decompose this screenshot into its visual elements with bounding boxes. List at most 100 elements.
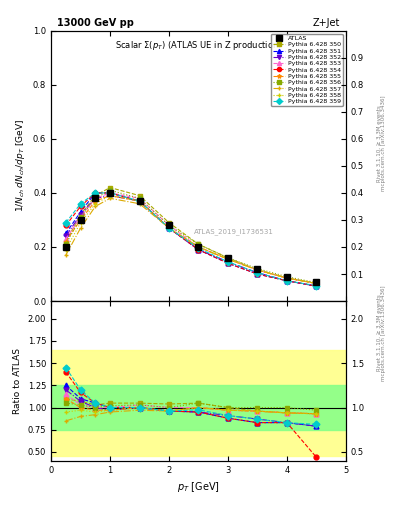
Pythia 6.428 353 bbox=[78, 214, 83, 220]
Pythia 6.428 355 bbox=[285, 275, 289, 281]
Text: mcplots.cern.ch [arXiv:1306.3436]: mcplots.cern.ch [arXiv:1306.3436] bbox=[381, 285, 386, 380]
Pythia 6.428 355 bbox=[314, 281, 319, 287]
Pythia 6.428 352 bbox=[285, 278, 289, 284]
Pythia 6.428 358 bbox=[78, 220, 83, 226]
Pythia 6.428 356 bbox=[93, 195, 98, 201]
Bar bbox=[51, 350, 346, 456]
Pythia 6.428 356 bbox=[314, 280, 319, 286]
Pythia 6.428 354 bbox=[196, 247, 201, 253]
Pythia 6.428 351 bbox=[285, 278, 289, 284]
Pythia 6.428 355 bbox=[167, 225, 171, 231]
Pythia 6.428 351 bbox=[167, 225, 171, 231]
Pythia 6.428 357 bbox=[196, 244, 201, 250]
Line: Pythia 6.428 359: Pythia 6.428 359 bbox=[63, 190, 319, 288]
Pythia 6.428 351 bbox=[255, 271, 260, 277]
Pythia 6.428 351 bbox=[314, 283, 319, 289]
Pythia 6.428 350 bbox=[196, 241, 201, 247]
Pythia 6.428 358 bbox=[226, 256, 230, 262]
Line: Pythia 6.428 352: Pythia 6.428 352 bbox=[63, 193, 319, 289]
Pythia 6.428 354 bbox=[285, 278, 289, 284]
Pythia 6.428 358 bbox=[64, 247, 68, 253]
Text: Rivet 3.1.10, ≥ 3.3M events: Rivet 3.1.10, ≥ 3.3M events bbox=[377, 294, 382, 371]
Pythia 6.428 353 bbox=[137, 195, 142, 201]
Pythia 6.428 352 bbox=[93, 195, 98, 201]
Pythia 6.428 355 bbox=[226, 256, 230, 262]
Pythia 6.428 352 bbox=[167, 225, 171, 231]
Pythia 6.428 353 bbox=[226, 256, 230, 262]
Y-axis label: $1/N_{ch}\,dN_{ch}/dp_T$ [GeV]: $1/N_{ch}\,dN_{ch}/dp_T$ [GeV] bbox=[15, 119, 28, 212]
Pythia 6.428 354 bbox=[64, 222, 68, 228]
Pythia 6.428 351 bbox=[108, 190, 112, 196]
Pythia 6.428 355 bbox=[255, 267, 260, 273]
Line: Pythia 6.428 358: Pythia 6.428 358 bbox=[63, 193, 319, 286]
Pythia 6.428 357 bbox=[64, 252, 68, 258]
Pythia 6.428 351 bbox=[78, 209, 83, 215]
Pythia 6.428 353 bbox=[285, 275, 289, 281]
Pythia 6.428 357 bbox=[78, 225, 83, 231]
Pythia 6.428 356 bbox=[226, 255, 230, 261]
Pythia 6.428 356 bbox=[137, 195, 142, 201]
Pythia 6.428 359 bbox=[137, 198, 142, 204]
Pythia 6.428 352 bbox=[78, 211, 83, 218]
Pythia 6.428 357 bbox=[255, 267, 260, 273]
Line: Pythia 6.428 354: Pythia 6.428 354 bbox=[63, 190, 319, 289]
Pythia 6.428 353 bbox=[93, 195, 98, 201]
Pythia 6.428 351 bbox=[93, 190, 98, 196]
Pythia 6.428 357 bbox=[314, 281, 319, 287]
Line: Pythia 6.428 351: Pythia 6.428 351 bbox=[63, 190, 319, 289]
Pythia 6.428 359 bbox=[314, 283, 319, 289]
Text: Z+Jet: Z+Jet bbox=[312, 18, 340, 28]
Pythia 6.428 351 bbox=[226, 260, 230, 266]
Pythia 6.428 358 bbox=[285, 275, 289, 281]
Pythia 6.428 358 bbox=[255, 267, 260, 273]
Pythia 6.428 350 bbox=[314, 281, 319, 287]
Text: 13000 GeV pp: 13000 GeV pp bbox=[57, 18, 134, 28]
Pythia 6.428 350 bbox=[285, 275, 289, 281]
Pythia 6.428 354 bbox=[78, 203, 83, 209]
Pythia 6.428 356 bbox=[196, 241, 201, 247]
Pythia 6.428 350 bbox=[226, 255, 230, 261]
Text: Rivet 3.1.10, ≥ 3.3M events: Rivet 3.1.10, ≥ 3.3M events bbox=[377, 105, 382, 182]
Pythia 6.428 355 bbox=[78, 217, 83, 223]
Pythia 6.428 357 bbox=[137, 201, 142, 207]
Pythia 6.428 355 bbox=[93, 198, 98, 204]
Pythia 6.428 357 bbox=[93, 203, 98, 209]
Pythia 6.428 355 bbox=[196, 244, 201, 250]
Pythia 6.428 358 bbox=[137, 198, 142, 204]
Pythia 6.428 359 bbox=[167, 225, 171, 231]
Line: Pythia 6.428 356: Pythia 6.428 356 bbox=[63, 188, 319, 285]
Pythia 6.428 354 bbox=[93, 190, 98, 196]
Pythia 6.428 357 bbox=[167, 225, 171, 231]
Pythia 6.428 351 bbox=[64, 230, 68, 237]
Pythia 6.428 353 bbox=[196, 244, 201, 250]
Pythia 6.428 350 bbox=[167, 220, 171, 226]
Pythia 6.428 350 bbox=[137, 193, 142, 199]
Bar bbox=[51, 386, 346, 430]
Pythia 6.428 356 bbox=[255, 266, 260, 272]
Pythia 6.428 350 bbox=[64, 239, 68, 245]
Pythia 6.428 352 bbox=[64, 233, 68, 239]
Pythia 6.428 356 bbox=[78, 214, 83, 220]
Pythia 6.428 352 bbox=[137, 198, 142, 204]
Pythia 6.428 358 bbox=[93, 201, 98, 207]
Pythia 6.428 350 bbox=[93, 193, 98, 199]
Pythia 6.428 352 bbox=[196, 247, 201, 253]
Pythia 6.428 356 bbox=[64, 241, 68, 247]
Text: Scalar $\Sigma(p_T)$ (ATLAS UE in Z production): Scalar $\Sigma(p_T)$ (ATLAS UE in Z prod… bbox=[115, 39, 282, 52]
Pythia 6.428 353 bbox=[314, 281, 319, 287]
Pythia 6.428 357 bbox=[226, 256, 230, 262]
Pythia 6.428 352 bbox=[255, 270, 260, 276]
Pythia 6.428 357 bbox=[285, 275, 289, 281]
Pythia 6.428 359 bbox=[196, 245, 201, 251]
Line: Pythia 6.428 350: Pythia 6.428 350 bbox=[63, 185, 319, 286]
Pythia 6.428 352 bbox=[108, 193, 112, 199]
Pythia 6.428 356 bbox=[167, 222, 171, 228]
Pythia 6.428 359 bbox=[78, 201, 83, 207]
Pythia 6.428 359 bbox=[226, 259, 230, 265]
Pythia 6.428 352 bbox=[226, 259, 230, 265]
Pythia 6.428 351 bbox=[137, 198, 142, 204]
Pythia 6.428 359 bbox=[285, 278, 289, 284]
Pythia 6.428 359 bbox=[64, 220, 68, 226]
Pythia 6.428 350 bbox=[108, 184, 112, 190]
Pythia 6.428 355 bbox=[108, 193, 112, 199]
